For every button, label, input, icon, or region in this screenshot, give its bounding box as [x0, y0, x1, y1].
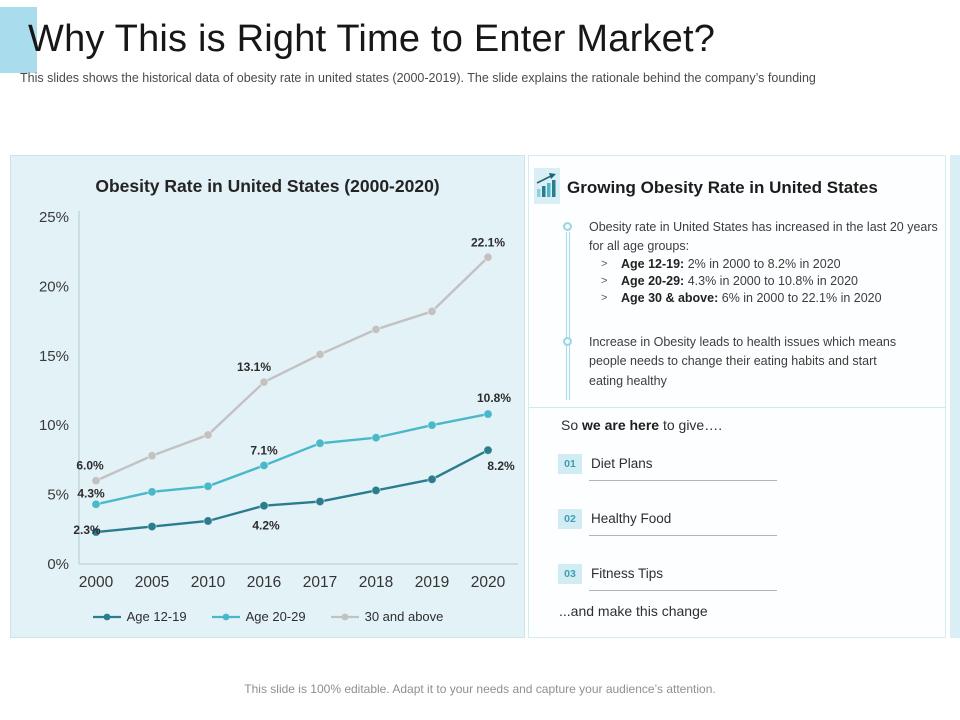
corner-accent-square [0, 7, 37, 73]
slide-footer: This slide is 100% editable. Adapt it to… [244, 682, 716, 696]
insight-sub-bullet: > Age 20-29: 4.3% in 2000 to 10.8% in 202… [601, 274, 858, 288]
svg-text:4.2%: 4.2% [252, 519, 280, 533]
svg-text:13.1%: 13.1% [237, 360, 271, 374]
svg-text:2016: 2016 [247, 574, 281, 591]
legend-marker-icon [211, 613, 240, 620]
offerings-panel: So we are here to give…. 01 Diet Plans 02 H… [528, 408, 946, 638]
insight-sub-bullet: > Age 12-19: 2% in 2000 to 8.2% in 2020 [601, 257, 841, 271]
svg-text:8.2%: 8.2% [487, 459, 515, 473]
svg-text:6.0%: 6.0% [76, 459, 104, 473]
offering-item: 01 Diet Plans [558, 454, 788, 488]
svg-text:2.3%: 2.3% [73, 523, 101, 537]
timeline-connector [566, 232, 570, 400]
svg-text:15%: 15% [39, 348, 69, 365]
chevron-marker: > [601, 275, 608, 287]
legend-label: 30 and above [364, 609, 444, 624]
offering-item: 02 Healthy Food [558, 509, 788, 543]
svg-text:22.1%: 22.1% [471, 235, 505, 249]
offering-number-badge: 01 [558, 454, 582, 474]
svg-text:2017: 2017 [303, 574, 337, 591]
insight-sub-bullets: > Age 12-19: 2% in 2000 to 8.2% in 2020 > A… [601, 256, 882, 307]
offering-label: Healthy Food [591, 511, 672, 526]
offering-item: 03 Fitness Tips [558, 564, 788, 598]
svg-text:2005: 2005 [135, 574, 169, 591]
svg-text:20%: 20% [39, 278, 69, 295]
svg-text:7.1%: 7.1% [250, 443, 278, 457]
svg-text:0%: 0% [47, 556, 69, 573]
svg-text:2019: 2019 [415, 574, 449, 591]
chart-panel: Obesity Rate in United States (2000-2020… [10, 155, 525, 638]
offering-label: Diet Plans [591, 456, 653, 471]
insight-sub-bullet: > Age 30 & above: 6% in 2000 to 22.1% in … [601, 291, 882, 305]
offerings-intro: So we are here to give…. [561, 417, 722, 433]
svg-text:10%: 10% [39, 417, 69, 434]
offering-underline [589, 535, 777, 536]
svg-text:25%: 25% [39, 209, 69, 226]
insight-bullet-2: Increase in Obesity leads to health issu… [589, 335, 897, 388]
svg-text:4.3%: 4.3% [77, 486, 105, 500]
timeline-dot-icon [563, 222, 572, 231]
chart-legend: Age 12-19 Age 20-29 30 and above [11, 609, 524, 624]
obesity-line-chart: 25% 20% 15% 10% 5% 0% 2000 2005 2010 2016 2017 2018… [39, 209, 518, 591]
svg-text:2018: 2018 [359, 574, 393, 591]
legend-marker-icon [330, 613, 359, 620]
offering-underline [589, 590, 777, 591]
right-edge-accent-strip [950, 155, 960, 638]
svg-text:2020: 2020 [471, 574, 506, 591]
legend-item: Age 20-29 [211, 609, 306, 624]
legend-item: 30 and above [330, 609, 444, 624]
chart-title: Obesity Rate in United States (2000-2020… [95, 176, 440, 196]
offerings-outro: ...and make this change [559, 603, 708, 619]
legend-label: Age 12-19 [126, 609, 187, 624]
svg-text:2000: 2000 [79, 574, 114, 591]
page-title: Why This is Right Time to Enter Market? [28, 18, 716, 60]
offering-number-badge: 02 [558, 509, 582, 529]
svg-text:2010: 2010 [191, 574, 226, 591]
offering-underline [589, 480, 777, 481]
offering-label: Fitness Tips [591, 566, 664, 581]
offerings-intro-bold: we are here [582, 417, 660, 433]
insight-bullet-1: Obesity rate in United States has increa… [589, 220, 938, 254]
svg-text:10.8%: 10.8% [477, 391, 511, 405]
chevron-marker: > [601, 258, 608, 270]
growth-chart-icon [534, 168, 560, 204]
offerings-intro-suffix: to give…. [659, 417, 723, 433]
legend-marker-icon [92, 613, 121, 620]
offerings-intro-prefix: So [561, 417, 583, 433]
offering-number-badge: 03 [558, 564, 582, 584]
insights-heading: Growing Obesity Rate in United States [567, 178, 878, 197]
legend-item: Age 12-19 [92, 609, 187, 624]
page-subtitle: This slides shows the historical data of… [20, 71, 816, 85]
insights-panel: Growing Obesity Rate in United States Ob… [528, 155, 946, 408]
timeline-dot-icon [563, 337, 572, 346]
legend-label: Age 20-29 [245, 609, 306, 624]
chevron-marker: > [601, 292, 608, 304]
svg-text:5%: 5% [47, 487, 69, 504]
